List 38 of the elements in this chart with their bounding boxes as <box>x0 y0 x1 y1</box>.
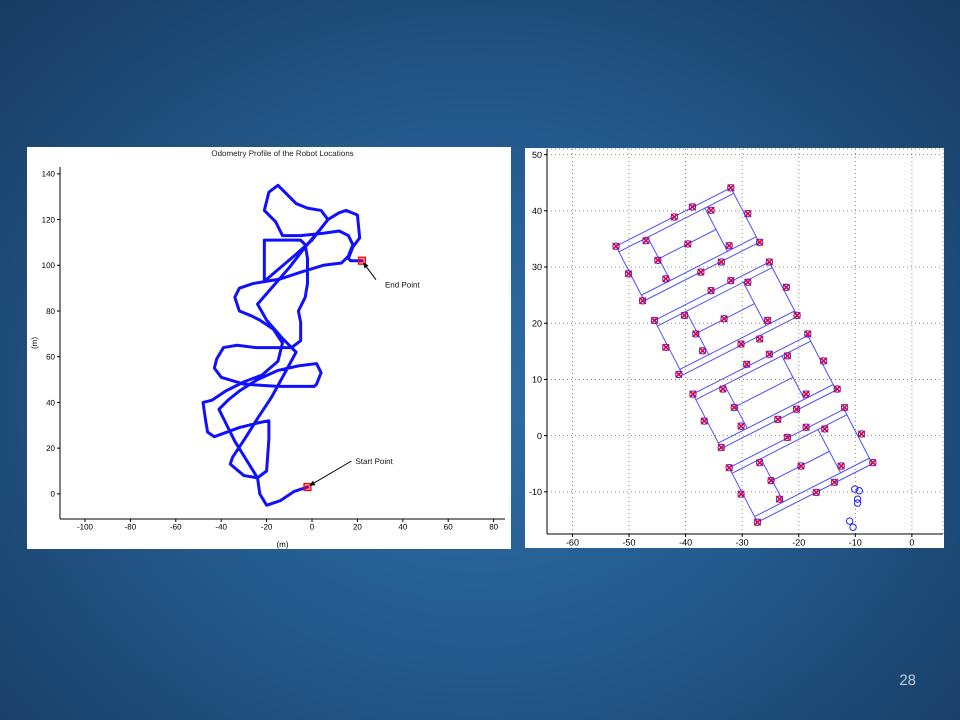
x-tick-label: -20 <box>792 537 806 548</box>
y-tick-label: 0 <box>536 430 542 441</box>
y-tick-label: 140 <box>42 170 56 179</box>
y-tick-label: 60 <box>46 352 56 362</box>
y-tick-label: -10 <box>528 487 542 498</box>
x-tick-label: 0 <box>310 522 315 532</box>
y-tick-label: 100 <box>42 261 56 270</box>
y-tick-label: 50 <box>532 150 542 160</box>
y-tick-label: 30 <box>532 262 542 272</box>
x-tick-label: -50 <box>622 537 636 548</box>
y-tick-label: 120 <box>42 215 56 224</box>
x-tick-label: 40 <box>398 522 408 532</box>
x-tick-label: -80 <box>124 522 137 532</box>
x-tick-label: -60 <box>566 537 579 548</box>
y-axis-title: (m) <box>30 336 39 349</box>
x-tick-label: 60 <box>444 522 454 532</box>
x-tick-label: 0 <box>909 537 914 548</box>
y-tick-label: 0 <box>50 490 56 499</box>
y-tick-label: 40 <box>46 398 56 408</box>
x-tick-label: -20 <box>260 522 273 532</box>
y-tick-label: 20 <box>532 318 542 328</box>
x-tick-label: -40 <box>215 522 228 532</box>
x-tick-label: -100 <box>76 522 94 532</box>
x-tick-label: -40 <box>679 537 692 548</box>
text: 28 <box>899 672 916 689</box>
y-tick-label: 10 <box>532 374 542 385</box>
x-tick-label: 20 <box>352 522 362 532</box>
y-tick-label: 40 <box>532 206 542 216</box>
y-tick-label: 20 <box>46 444 56 453</box>
annotation: End Point <box>384 280 420 290</box>
x-tick-label: -10 <box>848 537 862 548</box>
x-tick-label: -60 <box>170 522 182 532</box>
y-tick-label: 80 <box>46 306 56 316</box>
x-tick-label: -30 <box>736 537 749 548</box>
x-axis-title: (m) <box>276 540 289 549</box>
chart-title: Odometry Profile of the Robot Locations <box>210 149 355 159</box>
annotation: Start Point <box>355 457 394 466</box>
x-tick-label: 80 <box>489 522 499 532</box>
